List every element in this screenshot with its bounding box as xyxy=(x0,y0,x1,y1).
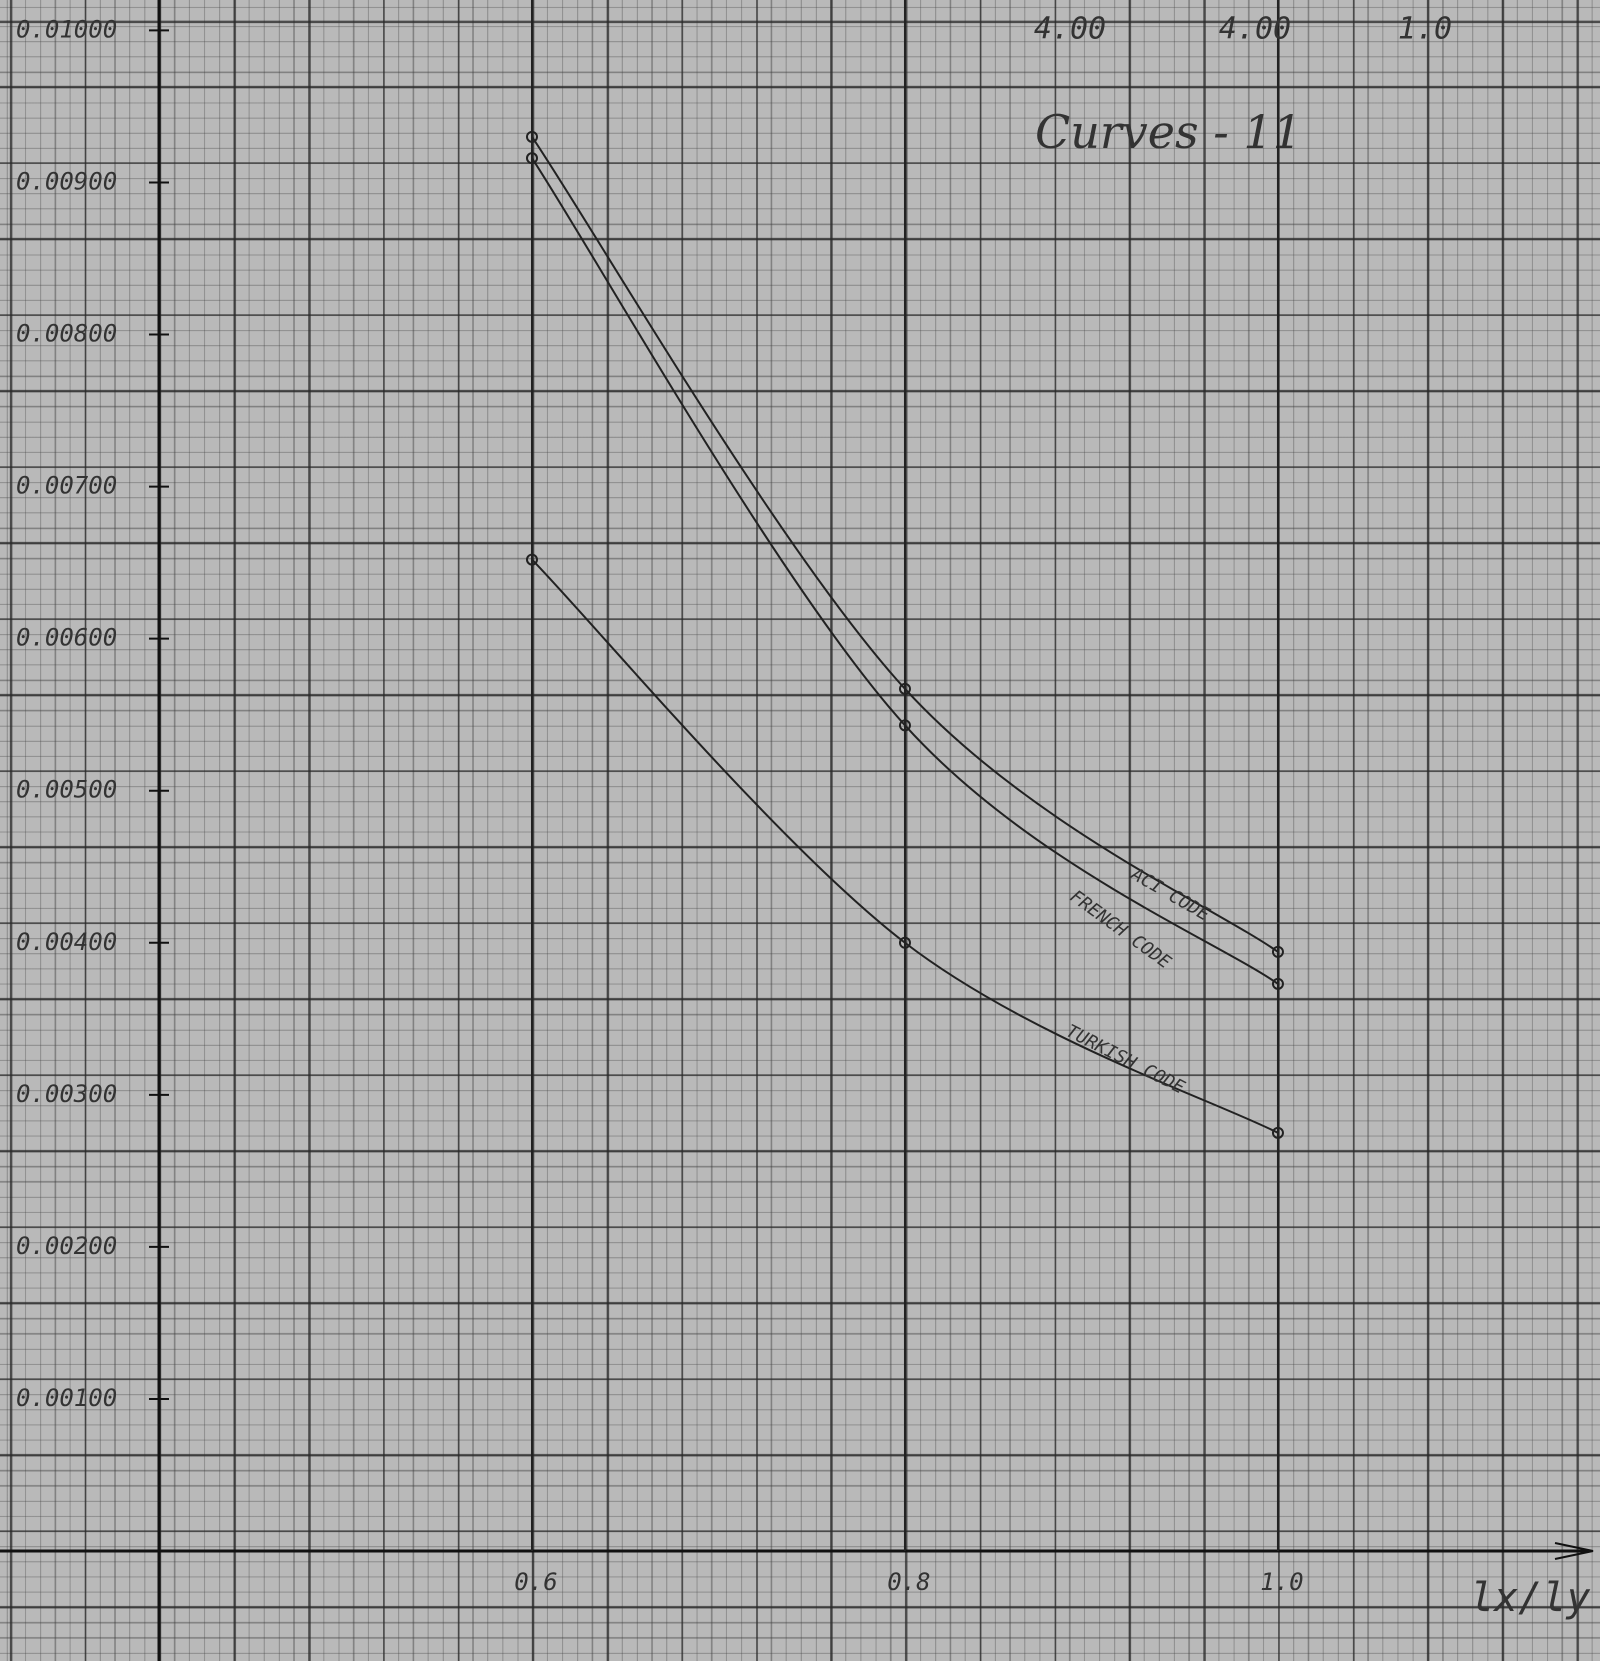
data-point xyxy=(525,130,538,143)
data-point xyxy=(898,936,911,949)
series-label: ACI CODE xyxy=(1127,863,1214,925)
y-tick-label: 0.00900 xyxy=(16,167,117,195)
x-tick-label: 0.6 xyxy=(514,1568,557,1596)
y-tick-label: 0.00100 xyxy=(16,1384,117,1412)
series-line xyxy=(531,157,1279,985)
y-tick-label: 0.00300 xyxy=(16,1080,117,1108)
series-line xyxy=(531,558,1279,1134)
data-point xyxy=(525,553,538,566)
y-tick-label: 0.01000 xyxy=(16,15,117,43)
data-point xyxy=(1271,945,1284,958)
x-axis-arrow xyxy=(1554,1542,1594,1560)
data-point xyxy=(898,682,911,695)
y-tick-label: 0.00400 xyxy=(16,928,117,956)
x-axis-label: lx/ly xyxy=(1470,1575,1590,1621)
series-line xyxy=(531,136,1279,953)
x-tick-label: 1.0 xyxy=(1260,1568,1303,1596)
x-tick-label: 0.8 xyxy=(887,1568,930,1596)
top-label: 1.0 xyxy=(1398,12,1452,47)
y-tick-label: 0.00600 xyxy=(16,624,117,652)
data-point xyxy=(898,719,911,732)
top-label: 4.00 xyxy=(1034,12,1106,47)
data-point xyxy=(1271,1126,1284,1139)
series-label: TURKISH CODE xyxy=(1063,1021,1189,1099)
y-tick-label: 0.00800 xyxy=(16,320,117,348)
data-point xyxy=(1271,977,1284,990)
data-point xyxy=(525,152,538,165)
chart-title: Curves - 11 xyxy=(1035,105,1302,159)
y-tick-label: 0.00700 xyxy=(16,472,117,500)
top-label: 4.00 xyxy=(1219,12,1291,47)
y-tick-label: 0.00500 xyxy=(16,776,117,804)
y-tick-label: 0.00200 xyxy=(16,1232,117,1260)
